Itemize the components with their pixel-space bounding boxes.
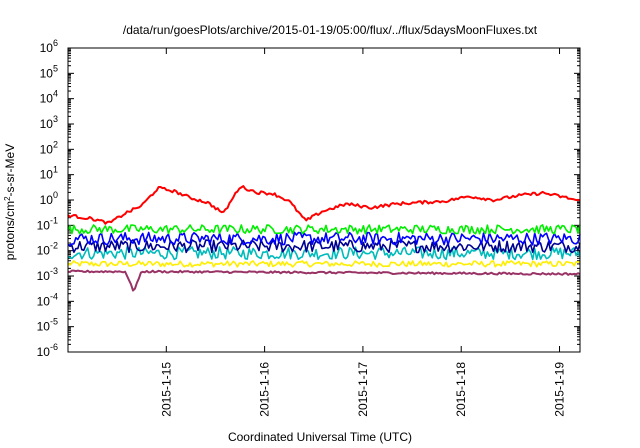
y-tick-exponent: -3: [50, 266, 58, 276]
y-tick-base: 10: [40, 66, 54, 80]
y-tick-label: 103: [40, 114, 58, 131]
y-tick-label: 102: [40, 139, 58, 156]
y-tick-base: 10: [40, 168, 54, 182]
y-tick-exponent: 6: [53, 38, 58, 48]
y-tick-label: 105: [40, 63, 58, 80]
y-tick-exponent: -6: [50, 342, 58, 352]
y-tick-base: 10: [40, 142, 54, 156]
series-line: [67, 260, 581, 268]
chart-title: /data/run/goesPlots/archive/2015-01-19/0…: [123, 23, 538, 37]
x-tick-label: 2015-1-18: [454, 362, 468, 417]
y-tick-exponent: 5: [53, 63, 58, 73]
y-tick-label: 106: [40, 38, 58, 55]
x-tick-label: 2015-1-17: [356, 362, 370, 417]
y-tick-base: 10: [37, 320, 51, 334]
y-tick-label: 101: [40, 165, 58, 182]
y-tick-label: 104: [40, 89, 58, 106]
x-axis-ticks: 2015-1-15 2015-1-16 2015-1-17 2015-1-18 2015…: [159, 48, 567, 417]
y-tick-label: 10-2: [37, 241, 58, 258]
y-tick-label: 100: [40, 190, 58, 207]
plot-frame: [67, 47, 581, 353]
data-series: [67, 185, 581, 292]
y-label-rest: -s-sr-MeV: [3, 144, 17, 197]
y-label-sup: 2: [3, 196, 12, 201]
y-tick-base: 10: [37, 269, 51, 283]
y-tick-exponent: -4: [50, 291, 58, 301]
y-tick-base: 10: [37, 294, 51, 308]
x-tick-label: 2015-1-15: [159, 362, 173, 417]
y-tick-base: 10: [37, 345, 51, 359]
y-tick-label: 10-6: [37, 342, 58, 359]
y-tick-label: 10-3: [37, 266, 58, 283]
y-label-base: protons/cm: [3, 201, 17, 260]
y-tick-label: 10-1: [37, 215, 58, 232]
y-tick-base: 10: [40, 193, 54, 207]
series-line: [67, 224, 581, 235]
series-line: [67, 269, 581, 292]
y-tick-exponent: 3: [53, 114, 58, 124]
y-tick-exponent: 0: [53, 190, 58, 200]
series-line: [67, 246, 581, 261]
y-tick-exponent: 4: [53, 89, 58, 99]
y-tick-base: 10: [40, 92, 54, 106]
y-tick-exponent: -1: [50, 215, 58, 225]
y-tick-base: 10: [37, 218, 51, 232]
y-tick-exponent: -5: [50, 317, 58, 327]
series-line: [67, 231, 581, 246]
y-tick-base: 10: [40, 41, 54, 55]
series-line: [67, 185, 581, 225]
x-tick-label: 2015-1-16: [258, 362, 272, 417]
series-line: [67, 239, 581, 254]
y-tick-label: 10-5: [37, 317, 58, 334]
y-tick-exponent: 1: [53, 165, 58, 175]
y-tick-exponent: 2: [53, 139, 58, 149]
y-tick-exponent: -2: [50, 241, 58, 251]
x-axis-label: Coordinated Universal Time (UTC): [228, 430, 412, 444]
y-axis-ticks: 10-610-510-410-310-210-11001011021031041…: [37, 38, 580, 359]
x-tick-label: 2015-1-19: [553, 362, 567, 417]
y-axis-label: protons/cm2-s-sr-MeV: [3, 144, 17, 260]
y-tick-label: 10-4: [37, 291, 58, 308]
y-tick-base: 10: [37, 244, 51, 258]
y-tick-base: 10: [40, 117, 54, 131]
